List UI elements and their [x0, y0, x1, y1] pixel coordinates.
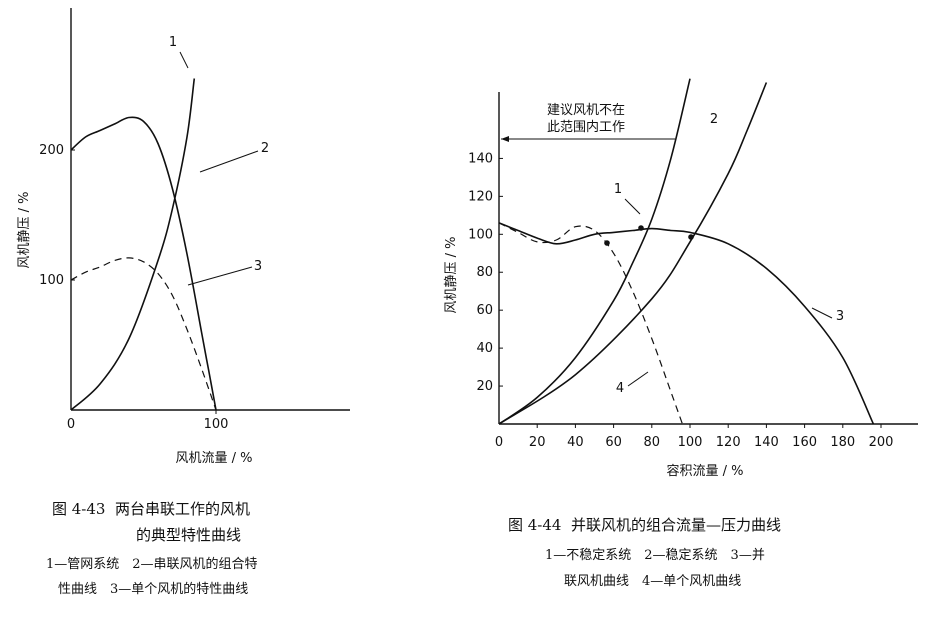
c1-curve-label-2: 2 [261, 141, 269, 156]
c1-curve-label-1: 1 [169, 35, 177, 50]
c1-legend-line2: 性曲线 3—单个风机的特性曲线 [58, 582, 249, 597]
c1-curve-leader-1 [179, 51, 189, 69]
c2-x-tick-label: 60 [605, 435, 622, 450]
c2-x-tick-label: 80 [644, 435, 661, 450]
c2-y-tick-label: 80 [476, 265, 493, 280]
c1-series-2-line [70, 116, 217, 411]
c2-y-tick-label: 140 [468, 151, 493, 166]
c1-curve-label-3: 3 [254, 259, 262, 274]
c1-title-line1: 两台串联工作的风机 [115, 500, 251, 518]
c1-legend-line1: 1—管网系统 2—串联风机的组合特 [46, 557, 258, 572]
c2-y-tick-label: 20 [476, 379, 493, 394]
c2-caption-title: 图 4-44 并联风机的组合流量—压力曲线 [508, 514, 781, 535]
c2-y-label: 风机静压 / % [444, 237, 459, 314]
c2-intersection-point-1 [638, 225, 644, 231]
c2-curve-label-4: 4 [616, 381, 624, 396]
c2-annotation-line1: 建议风机不在 [547, 103, 625, 118]
c2-series-2-line [498, 82, 768, 425]
chart-parallel-fans: 0 20 40 60 80 100 120 140 160 180 2002040608010012… [444, 78, 918, 479]
c1-y-tick-label: 100 [39, 273, 64, 288]
c2-curve-leader-1 [624, 198, 641, 215]
c2-y-tick-label: 60 [476, 303, 493, 318]
c2-y-tick-label: 120 [468, 189, 493, 204]
chart-series-fans: 0 100 100 200 1 2 3 风机流量 / % 风机静压 / % [17, 8, 350, 466]
c1-x-label: 风机流量 / % [176, 451, 253, 466]
c1-y-tick-label: 200 [39, 143, 64, 158]
c2-x-tick-label: 20 [529, 435, 546, 450]
c2-x-tick-label: 160 [792, 435, 817, 450]
c2-x-tick-label: 140 [754, 435, 779, 450]
c1-y-label: 风机静压 / % [17, 192, 32, 269]
c2-x-label: 容积流量 / % [667, 463, 744, 479]
c2-annotation-line2: 此范围内工作 [547, 119, 625, 135]
c2-x-tick-label: 100 [678, 435, 703, 450]
c2-curve-label-3: 3 [836, 309, 844, 324]
c2-series-1-line [498, 78, 691, 425]
c2-intersection-point-3 [604, 240, 610, 246]
c2-y-tick-label: 100 [468, 227, 493, 242]
c2-series-4-line [498, 222, 683, 425]
c1-x-tick-label: 0 [67, 417, 75, 432]
c2-curve-label-2: 2 [710, 112, 718, 127]
c1-curve-leader-2 [199, 150, 259, 173]
c2-curve-leader-4 [627, 371, 649, 387]
c2-annotation-arrowhead [501, 136, 509, 142]
c2-y-tick-label: 40 [476, 341, 493, 356]
c2-intersection-point-2 [688, 234, 694, 240]
c2-x-tick-label: 200 [869, 435, 894, 450]
c1-curve-leader-3 [187, 266, 253, 286]
c2-title-line1: 并联风机的组合流量—压力曲线 [571, 516, 782, 534]
c2-x-tick-label: 120 [716, 435, 741, 450]
c2-curve-label-1: 1 [614, 182, 622, 197]
c1-caption-title: 图 4-43 两台串联工作的风机 [52, 498, 250, 519]
c2-x-tick-label: 180 [830, 435, 855, 450]
c2-figure-number: 图 4-44 [508, 516, 562, 534]
c1-title-line2: 的典型特性曲线 [136, 526, 242, 544]
c1-figure-number: 图 4-43 [52, 500, 106, 518]
c2-x-tick-label: 0 [495, 435, 503, 450]
c2-x-tick-label: 40 [567, 435, 584, 450]
c1-series-3-line [70, 257, 217, 411]
c2-series-3-line [498, 222, 875, 425]
c2-curve-leader-3 [811, 307, 833, 319]
c1-x-tick-label: 100 [204, 417, 229, 432]
c2-legend-line2: 联风机曲线 4—单个风机曲线 [564, 574, 742, 589]
c1-series-1-line [70, 78, 196, 411]
c2-legend-line1: 1—不稳定系统 2—稳定系统 3—并 [545, 548, 765, 563]
